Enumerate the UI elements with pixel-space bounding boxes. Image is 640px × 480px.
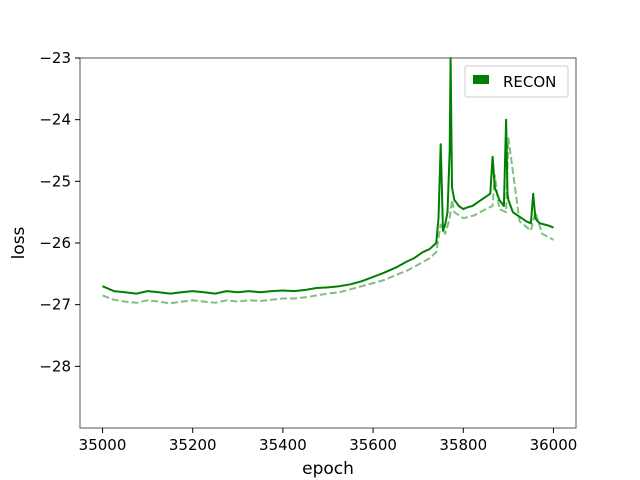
y-tick-label: −26 — [39, 234, 71, 252]
y-tick-label: −28 — [39, 357, 71, 375]
legend-label-recon: RECON — [503, 73, 556, 91]
x-tick-label: 35600 — [349, 436, 397, 454]
series-line-recon — [102, 57, 554, 295]
y-tick-label: −23 — [39, 49, 71, 67]
x-axis-ticks: 35000 35200 35400 35600 35800 36000 — [79, 428, 578, 454]
y-axis-ticks: −28 −27 −26 −25 −24 −23 — [39, 49, 80, 375]
legend: RECON — [464, 65, 569, 98]
y-tick-label: −25 — [39, 172, 71, 190]
y-tick-label: −27 — [39, 296, 71, 314]
x-tick-label: 36000 — [530, 436, 578, 454]
x-tick-label: 35200 — [169, 436, 217, 454]
series-layer — [102, 57, 554, 305]
legend-box — [464, 65, 569, 98]
plot-area — [80, 58, 576, 428]
legend-swatch-recon — [473, 75, 489, 84]
y-tick-label: −24 — [39, 111, 71, 129]
x-tick-label: 35000 — [79, 436, 127, 454]
y-axis-label: loss — [9, 226, 29, 259]
x-axis-label: epoch — [302, 459, 354, 479]
x-tick-label: 35800 — [439, 436, 487, 454]
x-tick-label: 35400 — [259, 436, 307, 454]
